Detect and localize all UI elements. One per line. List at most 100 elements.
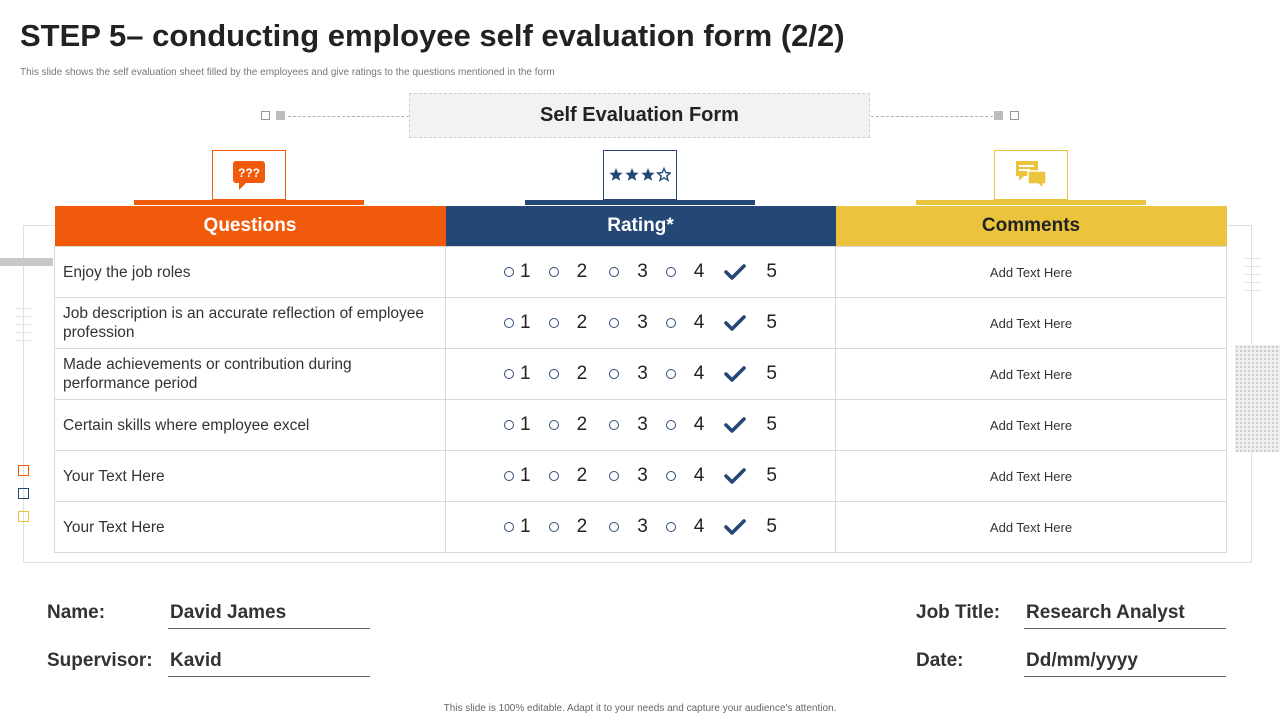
comment-cell[interactable]: Add Text Here — [835, 501, 1227, 553]
comment-cell[interactable]: Add Text Here — [835, 297, 1227, 349]
questions-icon-box: ??? — [212, 150, 286, 200]
rating-option-5[interactable]: 5 — [724, 414, 777, 436]
rating-option-5[interactable]: 5 — [724, 261, 777, 283]
rating-number: 1 — [520, 261, 531, 282]
radio-circle-icon[interactable] — [665, 267, 676, 277]
radio-circle-icon[interactable] — [504, 369, 515, 379]
checkmark-icon — [724, 519, 747, 535]
rating-number: 4 — [693, 465, 705, 486]
table-row: Your Text Here 1 2 3 4 5 Add Text Here — [54, 450, 1227, 502]
radio-circle-icon[interactable] — [609, 267, 620, 277]
radio-circle-icon[interactable] — [548, 522, 559, 532]
footer-note: This slide is 100% editable. Adapt it to… — [443, 703, 837, 714]
rating-option-1[interactable]: 1 — [504, 516, 531, 538]
header-questions: Questions — [54, 206, 446, 247]
connector-line-right — [871, 116, 993, 117]
radio-circle-icon[interactable] — [665, 369, 676, 379]
question-cell: Your Text Here — [54, 450, 446, 502]
rating-option-4[interactable]: 4 — [665, 261, 705, 283]
rating-option-2[interactable]: 2 — [548, 414, 587, 436]
table-row: Certain skills where employee excel 1 2 3 4 5… — [54, 399, 1227, 451]
rating-option-4[interactable]: 4 — [665, 312, 705, 334]
radio-circle-icon[interactable] — [609, 318, 620, 328]
radio-circle-icon[interactable] — [504, 420, 515, 430]
rating-option-4[interactable]: 4 — [665, 363, 704, 385]
rating-option-3[interactable]: 3 — [609, 261, 648, 283]
rating-number: 3 — [637, 465, 648, 486]
radio-circle-icon[interactable] — [665, 420, 676, 430]
radio-circle-icon[interactable] — [548, 318, 559, 328]
comment-cell[interactable]: Add Text Here — [835, 450, 1227, 502]
rating-cell: 1 2 3 4 5 — [445, 297, 836, 349]
radio-circle-icon[interactable] — [548, 420, 559, 430]
rating-option-5[interactable]: 5 — [724, 465, 777, 487]
radio-circle-icon[interactable] — [609, 471, 620, 481]
rating-option-1[interactable]: 1 — [504, 312, 531, 334]
comments-icon-box — [994, 150, 1068, 200]
rating-option-3[interactable]: 3 — [609, 516, 648, 538]
rating-option-3[interactable]: 3 — [609, 363, 648, 385]
rating-option-2[interactable]: 2 — [548, 363, 588, 385]
table-row: Enjoy the job roles 1 2 3 4 5 Add Text Here — [54, 246, 1227, 298]
rating-option-2[interactable]: 2 — [548, 516, 587, 538]
supervisor-value[interactable]: Kavid — [170, 650, 222, 671]
rating-cell: 1 2 3 4 5 — [445, 501, 836, 553]
date-underline — [1024, 676, 1226, 677]
radio-circle-icon[interactable] — [504, 318, 515, 328]
radio-circle-icon[interactable] — [609, 369, 620, 379]
radio-circle-icon[interactable] — [548, 369, 559, 379]
left-tick — [16, 316, 32, 317]
connector-square-right-outer — [1010, 111, 1019, 120]
radio-circle-icon[interactable] — [504, 471, 515, 481]
checkmark-icon — [724, 468, 747, 484]
radio-circle-icon[interactable] — [609, 420, 620, 430]
date-value[interactable]: Dd/mm/yyyy — [1026, 650, 1138, 671]
rating-option-4[interactable]: 4 — [665, 516, 705, 538]
radio-circle-icon[interactable] — [609, 522, 620, 532]
question-bubble-icon: ??? — [233, 161, 265, 190]
rating-option-2[interactable]: 2 — [548, 465, 587, 487]
radio-circle-icon[interactable] — [665, 318, 676, 328]
rating-option-5[interactable]: 5 — [724, 516, 777, 538]
rating-number: 4 — [693, 516, 705, 537]
connector-square-left-outer — [261, 111, 270, 120]
rating-option-4[interactable]: 4 — [665, 465, 705, 487]
rating-cell: 1 2 3 4 5 — [445, 246, 836, 298]
rating-option-3[interactable]: 3 — [609, 465, 648, 487]
question-cell: Enjoy the job roles — [54, 246, 446, 298]
rating-icon-box — [603, 150, 677, 200]
rating-number: 1 — [520, 465, 531, 486]
rating-option-5[interactable]: 5 — [724, 312, 777, 334]
radio-circle-icon[interactable] — [665, 471, 676, 481]
rating-option-1[interactable]: 1 — [504, 465, 531, 487]
name-value[interactable]: David James — [170, 602, 287, 623]
rating-option-2[interactable]: 2 — [548, 261, 587, 283]
job-title-value[interactable]: Research Analyst — [1026, 602, 1185, 623]
radio-circle-icon[interactable] — [548, 267, 559, 277]
connector-square-left-inner — [276, 111, 285, 120]
rating-number: 4 — [693, 261, 705, 282]
rating-option-2[interactable]: 2 — [548, 312, 587, 334]
radio-circle-icon[interactable] — [504, 267, 515, 277]
rating-option-3[interactable]: 3 — [609, 312, 648, 334]
comment-cell[interactable]: Add Text Here — [835, 246, 1227, 298]
comment-cell[interactable]: Add Text Here — [835, 348, 1227, 400]
date-label: Date: — [916, 650, 964, 671]
evaluation-table: Questions Rating* Comments Enjoy the job… — [54, 206, 1227, 553]
radio-circle-icon[interactable] — [665, 522, 676, 532]
right-dotted-pattern — [1235, 345, 1280, 452]
rating-option-1[interactable]: 1 — [504, 261, 531, 283]
rating-option-4[interactable]: 4 — [665, 414, 704, 436]
rating-option-3[interactable]: 3 — [609, 414, 648, 436]
rating-option-1[interactable]: 1 — [504, 363, 531, 385]
radio-circle-icon[interactable] — [548, 471, 559, 481]
comment-cell[interactable]: Add Text Here — [835, 399, 1227, 451]
question-cell: Job description is an accurate reflectio… — [54, 297, 446, 349]
radio-circle-icon[interactable] — [504, 522, 515, 532]
rating-number: 2 — [576, 363, 588, 384]
rating-option-1[interactable]: 1 — [504, 414, 531, 436]
rating-number: 4 — [693, 312, 705, 333]
rating-number: 3 — [637, 516, 648, 537]
left-square-blue — [18, 488, 29, 499]
rating-option-5[interactable]: 5 — [724, 363, 777, 385]
